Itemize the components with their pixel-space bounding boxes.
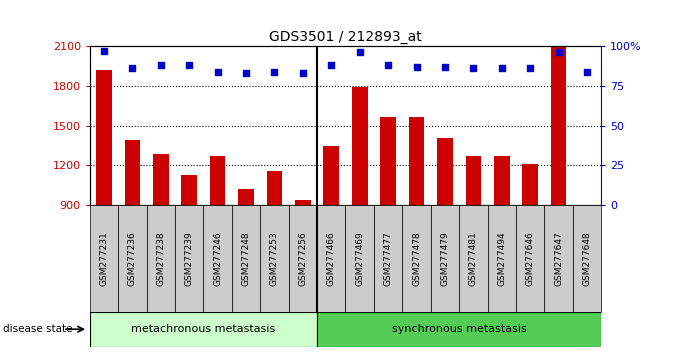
Point [184,62,195,68]
Point [439,64,451,69]
Bar [175,205,203,312]
Text: GSM277466: GSM277466 [327,231,336,286]
Bar [238,189,254,205]
Bar [153,154,169,205]
Text: GSM277479: GSM277479 [440,231,449,286]
Bar [261,205,289,312]
Text: GSM277246: GSM277246 [213,231,223,286]
Bar [516,205,545,312]
Text: GSM277231: GSM277231 [100,231,108,286]
Bar [488,205,516,312]
Point [127,65,138,71]
Text: synchronous metastasis: synchronous metastasis [392,324,527,334]
Bar [545,205,573,312]
Point [269,69,280,74]
Point [240,70,252,76]
Text: GSM277256: GSM277256 [299,231,307,286]
Bar [346,205,374,312]
Point [155,62,167,68]
Bar [90,312,317,347]
Bar [267,171,283,205]
Text: GSM277478: GSM277478 [412,231,421,286]
Point [468,65,479,71]
Bar [182,175,197,205]
Text: GSM277238: GSM277238 [156,231,165,286]
Text: GSM277481: GSM277481 [468,231,478,286]
Text: GSM277646: GSM277646 [526,231,535,286]
Bar [289,205,317,312]
Bar [203,205,232,312]
Bar [402,205,430,312]
Bar [437,138,453,205]
Point [411,64,422,69]
Text: GSM277648: GSM277648 [583,231,591,286]
Point [212,69,223,74]
Bar [494,156,509,205]
Point [99,48,110,53]
Bar [459,205,488,312]
Bar [579,205,595,209]
Bar [210,156,225,205]
Text: GSM277647: GSM277647 [554,231,563,286]
Bar [295,200,311,205]
Point [553,50,564,55]
Point [524,65,536,71]
Bar [124,140,140,205]
Title: GDS3501 / 212893_at: GDS3501 / 212893_at [269,30,422,44]
Bar [466,155,481,205]
Text: GSM277253: GSM277253 [270,231,279,286]
Point [297,70,308,76]
Text: GSM277239: GSM277239 [184,231,193,286]
Text: GSM277469: GSM277469 [355,231,364,286]
Text: GSM277236: GSM277236 [128,231,137,286]
Bar [430,205,459,312]
Point [354,50,366,55]
Point [325,62,337,68]
Bar [118,205,146,312]
Text: GSM277494: GSM277494 [498,231,507,286]
Bar [408,117,424,205]
Bar [146,205,175,312]
Bar [96,70,112,205]
Bar [317,312,601,347]
Bar [374,205,402,312]
Bar [232,205,261,312]
Bar [380,117,396,205]
Bar [522,164,538,205]
Point [581,69,592,74]
Text: GSM277477: GSM277477 [384,231,392,286]
Point [383,62,394,68]
Bar [323,145,339,205]
Bar [573,205,601,312]
Text: metachronous metastasis: metachronous metastasis [131,324,276,334]
Bar [551,47,567,205]
Bar [317,205,346,312]
Text: disease state: disease state [3,324,73,334]
Text: GSM277248: GSM277248 [242,231,251,286]
Bar [90,205,118,312]
Bar [352,87,368,205]
Point [496,65,507,71]
